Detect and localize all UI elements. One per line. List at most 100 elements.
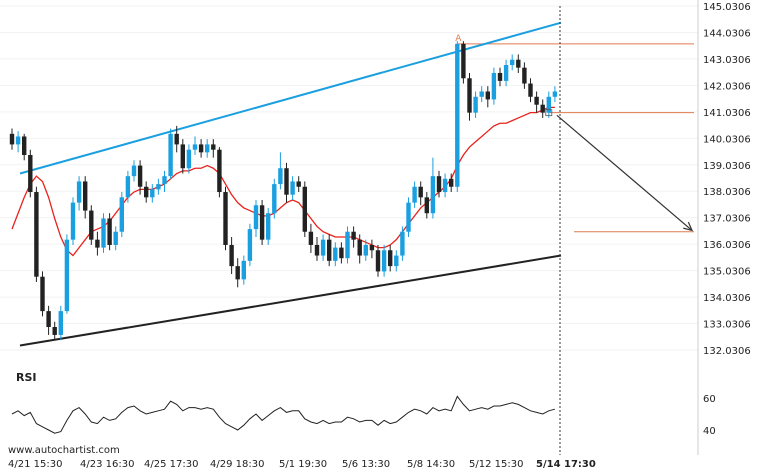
candle-body [534, 96, 539, 105]
candle-body [144, 186, 149, 198]
price-tick-label: 144.0306 [703, 28, 751, 39]
candle-body [64, 239, 70, 312]
candle-body [22, 136, 27, 155]
time-tick-label: 5/1 19:30 [279, 459, 327, 470]
candle-body [229, 244, 234, 267]
candle [137, 160, 143, 195]
candle [211, 139, 216, 158]
candle [95, 231, 100, 256]
time-tick-label: 5/12 15:30 [469, 459, 523, 470]
candle [46, 305, 51, 335]
candle [28, 149, 33, 198]
candle [351, 226, 356, 248]
candle-body [247, 229, 253, 261]
candle [479, 86, 484, 103]
candle [107, 213, 112, 251]
candle [461, 41, 466, 84]
price-tick-label: 145.0306 [703, 2, 751, 13]
candle-body [107, 218, 112, 245]
candle [150, 184, 155, 203]
price-axis-ticks: 145.0306 144.0306 143.0306 142.0306 141.0306… [697, 0, 751, 455]
candle-body [394, 255, 399, 267]
time-tick-label: 4/23 16:30 [80, 459, 134, 470]
candle-body [34, 192, 39, 277]
time-tick-label: 4/29 18:30 [210, 459, 264, 470]
candle-body [339, 247, 344, 259]
candle-body [290, 181, 295, 195]
candle-body [211, 144, 216, 150]
candle-body [522, 67, 527, 84]
candle [442, 173, 448, 198]
candle [278, 152, 283, 190]
candle-body [351, 231, 356, 240]
candle-body [253, 205, 259, 230]
candle-body [89, 210, 94, 240]
candle [485, 86, 490, 108]
candle [296, 176, 301, 193]
price-tick-label: 143.0306 [703, 55, 751, 66]
time-tick-label: 5/14 17:30 [536, 459, 596, 470]
candle [424, 192, 429, 219]
candle-body [76, 181, 82, 203]
candle-body [284, 168, 289, 195]
candle-body [418, 186, 423, 198]
candle-body [15, 136, 21, 145]
candle-body [95, 239, 100, 248]
candle-body [40, 276, 45, 312]
candle [546, 91, 551, 118]
candle [76, 176, 82, 211]
candle [235, 258, 240, 288]
rsi-tick-label: 40 [703, 426, 716, 437]
candle [229, 237, 234, 275]
rsi-line [11, 395, 556, 434]
candle [327, 234, 332, 267]
candle [369, 239, 375, 259]
price-tick-label: 137.0306 [703, 214, 751, 225]
candle-body [186, 149, 192, 169]
price-tick-label: 142.0306 [703, 81, 751, 92]
candle-body [333, 247, 338, 261]
candle-body [278, 168, 283, 185]
candle [205, 139, 210, 158]
candle [302, 181, 307, 238]
candle-body [369, 244, 375, 251]
candle [552, 86, 558, 103]
candle [198, 139, 204, 158]
candle-body [320, 239, 326, 256]
candle [144, 181, 149, 203]
candle [131, 160, 137, 182]
candle-body [223, 192, 228, 245]
candle [406, 197, 411, 238]
candle-body [46, 311, 51, 327]
candle [284, 162, 289, 203]
candle-body [296, 181, 301, 187]
candle [449, 173, 454, 193]
candle [113, 226, 118, 251]
candle [381, 244, 387, 277]
candle-body [241, 260, 246, 280]
candle-body [327, 239, 332, 261]
candle [9, 128, 15, 150]
channel-lines [19, 21, 562, 347]
pattern-annotations: A [455, 34, 694, 232]
candle-body [302, 186, 307, 232]
price-tick-label: 132.0306 [703, 346, 751, 357]
candle-body [235, 266, 240, 280]
candle [83, 176, 88, 219]
candle-body [449, 178, 454, 187]
time-tick-label: 4/25 17:30 [144, 459, 198, 470]
candle-body [497, 72, 503, 81]
candle [455, 41, 460, 193]
candle-body [217, 149, 222, 193]
candle-body [528, 83, 533, 97]
candle-body [455, 43, 460, 187]
candle-body [375, 250, 381, 272]
candle-body [473, 96, 478, 113]
candle-body [119, 197, 124, 232]
candle-body [442, 178, 448, 193]
candle [418, 181, 423, 206]
candle [436, 170, 442, 198]
resistance-line [19, 21, 562, 175]
candle [217, 147, 222, 198]
candle-body [131, 165, 137, 177]
